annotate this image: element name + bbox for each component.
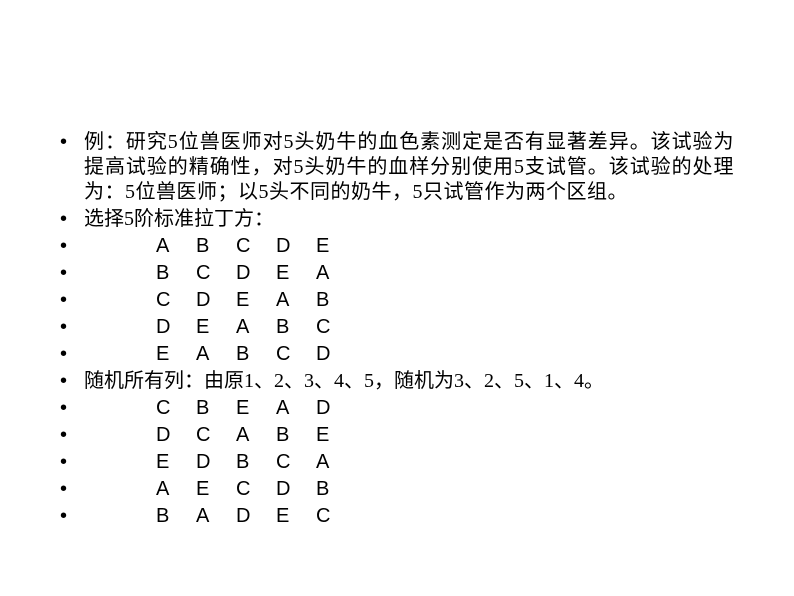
grid-cell: E [156, 450, 196, 475]
grid-row-line: •EDBCA [60, 450, 734, 475]
grid-cell: C [236, 477, 276, 502]
grid-cell: C [196, 261, 236, 286]
grid-cell: E [316, 423, 356, 448]
bullet-icon: • [60, 207, 84, 232]
grid-row-line: •BADEC [60, 504, 734, 529]
select-text: 选择5阶标准拉丁方： [84, 207, 734, 232]
grid-cell: B [196, 234, 236, 259]
grid-row-line: •CBEAD [60, 396, 734, 421]
bullet-icon: • [60, 477, 84, 502]
grid-cell: D [236, 504, 276, 529]
grid-row-content: BADEC [84, 504, 734, 529]
bullet-icon: • [60, 315, 84, 340]
grid-cell: E [236, 288, 276, 313]
latin-square-shuffled: •CBEAD•DCABE•EDBCA•AECDB•BADEC [60, 396, 734, 529]
grid-row-line: •DCABE [60, 423, 734, 448]
grid-row-content: AECDB [84, 477, 734, 502]
bullet-icon: • [60, 423, 84, 448]
grid-cell: B [236, 342, 276, 367]
grid-cell: A [236, 315, 276, 340]
grid-cell: E [236, 396, 276, 421]
grid-cell: D [316, 342, 356, 367]
grid-row-content: DCABE [84, 423, 734, 448]
grid-cell: D [196, 450, 236, 475]
grid-row-content: ABCDE [84, 234, 734, 259]
grid-cell: A [196, 504, 236, 529]
grid-cell: A [316, 261, 356, 286]
grid-cell: B [236, 450, 276, 475]
grid-row-line: •ABCDE [60, 234, 734, 259]
grid-cell: C [236, 234, 276, 259]
grid-row-line: •BCDEA [60, 261, 734, 286]
grid-cell: A [236, 423, 276, 448]
grid-cell: D [156, 423, 196, 448]
latin-square-standard: •ABCDE•BCDEA•CDEAB•DEABC•EABCD [60, 234, 734, 367]
grid-cell: B [196, 396, 236, 421]
grid-cell: B [156, 261, 196, 286]
grid-row-content: DEABC [84, 315, 734, 340]
grid-cell: D [196, 288, 236, 313]
grid-cell: C [196, 423, 236, 448]
bullet-icon: • [60, 450, 84, 475]
grid-row-line: •EABCD [60, 342, 734, 367]
grid-row-content: BCDEA [84, 261, 734, 286]
bullet-icon: • [60, 261, 84, 286]
grid-row-content: EDBCA [84, 450, 734, 475]
grid-cell: C [276, 342, 316, 367]
intro-paragraph: • 例：研究5位兽医师对5头奶牛的血色素测定是否有显著差异。该试验为提高试验的精… [60, 130, 734, 205]
bullet-icon: • [60, 504, 84, 529]
grid-cell: D [316, 396, 356, 421]
grid-cell: C [316, 315, 356, 340]
grid-cell: A [156, 234, 196, 259]
grid-cell: A [316, 450, 356, 475]
grid-cell: C [316, 504, 356, 529]
intro-text: 例：研究5位兽医师对5头奶牛的血色素测定是否有显著差异。该试验为提高试验的精确性… [84, 130, 734, 205]
grid-cell: A [196, 342, 236, 367]
grid-cell: B [276, 423, 316, 448]
grid-row-content: EABCD [84, 342, 734, 367]
grid-cell: E [196, 477, 236, 502]
grid-cell: D [276, 477, 316, 502]
grid-row-line: •DEABC [60, 315, 734, 340]
grid-cell: E [196, 315, 236, 340]
grid-cell: C [156, 396, 196, 421]
grid-cell: D [156, 315, 196, 340]
grid-cell: B [316, 477, 356, 502]
grid-cell: E [276, 504, 316, 529]
grid-cell: D [236, 261, 276, 286]
bullet-icon: • [60, 342, 84, 367]
grid-cell: A [276, 396, 316, 421]
grid-row-content: CDEAB [84, 288, 734, 313]
grid-cell: A [276, 288, 316, 313]
bullet-icon: • [60, 369, 84, 394]
grid-row-content: CBEAD [84, 396, 734, 421]
permutation-line: • 随机所有列：由原1、2、3、4、5，随机为3、2、5、1、4。 [60, 369, 734, 394]
grid-row-line: •AECDB [60, 477, 734, 502]
bullet-icon: • [60, 396, 84, 421]
grid-cell: C [156, 288, 196, 313]
permutation-text: 随机所有列：由原1、2、3、4、5，随机为3、2、5、1、4。 [84, 369, 734, 394]
bullet-icon: • [60, 234, 84, 259]
grid-row-line: •CDEAB [60, 288, 734, 313]
bullet-icon: • [60, 288, 84, 313]
grid-cell: B [316, 288, 356, 313]
grid-cell: E [276, 261, 316, 286]
grid-cell: A [156, 477, 196, 502]
grid-cell: D [276, 234, 316, 259]
select-line: • 选择5阶标准拉丁方： [60, 207, 734, 232]
grid-cell: E [156, 342, 196, 367]
grid-cell: C [276, 450, 316, 475]
grid-cell: B [156, 504, 196, 529]
grid-cell: E [316, 234, 356, 259]
grid-cell: B [276, 315, 316, 340]
bullet-icon: • [60, 130, 84, 155]
